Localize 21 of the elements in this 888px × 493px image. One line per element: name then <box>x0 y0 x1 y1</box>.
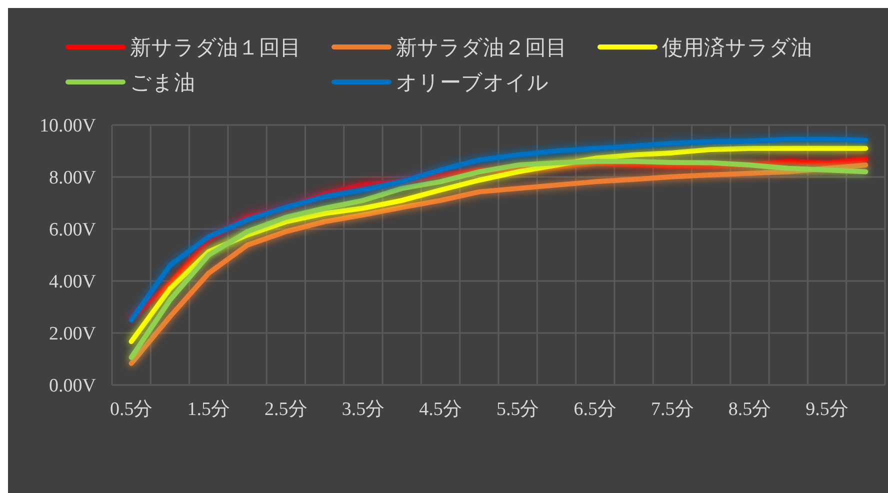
y-tick-label: 8.00V <box>49 168 96 189</box>
x-tick-label: 5.5分 <box>496 399 540 420</box>
x-tick-label: 0.5分 <box>110 399 153 420</box>
legend-label: オリーブオイル <box>396 70 549 94</box>
legend-label: ごま油 <box>130 70 195 94</box>
x-tick-label: 2.5分 <box>264 399 308 420</box>
x-tick-label: 6.5分 <box>574 399 616 420</box>
y-tick-label: 10.00V <box>40 116 96 137</box>
legend-label: 新サラダ油２回目 <box>396 35 567 60</box>
y-tick-label: 4.00V <box>49 272 96 293</box>
x-tick-label: 1.5分 <box>187 399 230 420</box>
legend-label: 新サラダ油１回目 <box>130 35 301 60</box>
y-tick-label: 6.00V <box>49 220 96 241</box>
x-tick-label: 4.5分 <box>419 399 462 420</box>
x-tick-label: 9.5分 <box>806 399 848 420</box>
x-tick-label: 7.5分 <box>651 399 694 420</box>
y-tick-label: 2.00V <box>49 324 96 345</box>
x-tick-label: 3.5分 <box>342 399 385 420</box>
x-tick-label: 8.5分 <box>728 399 772 420</box>
legend-label: 使用済サラダ油 <box>662 35 812 60</box>
y-tick-label: 0.00V <box>49 376 96 397</box>
